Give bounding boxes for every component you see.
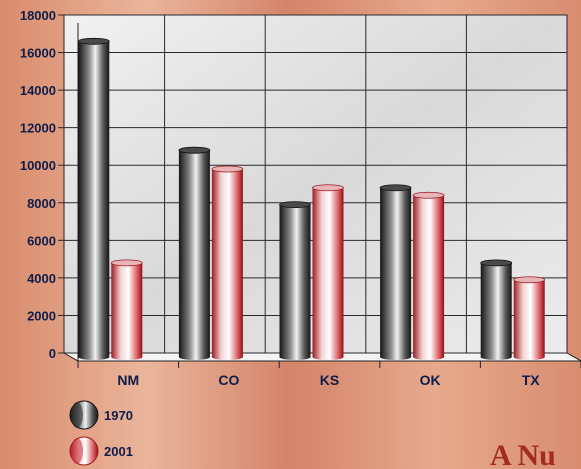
corner-text: A Nu (490, 439, 556, 469)
y-tick-label: 2000 (27, 308, 56, 323)
bar-2001-KS (312, 184, 344, 360)
y-tick-label: 8000 (27, 196, 56, 211)
bar-top (77, 37, 110, 45)
x-tick-label: KS (320, 372, 339, 388)
y-tick-label: 10000 (20, 158, 56, 173)
bar-2001-TX (513, 276, 546, 360)
bar-top (110, 259, 143, 267)
bar-top (178, 146, 211, 154)
axes: 0 2000 4000 6000 8000 10000 12000 14000 16000 180… (20, 8, 581, 388)
y-tick-label: 18000 (20, 8, 56, 23)
x-tick-label: NM (117, 372, 139, 388)
bar-body (178, 150, 210, 357)
bar-2001-NM (110, 259, 143, 360)
bar-top (480, 259, 513, 267)
bar-top (312, 184, 344, 192)
bar-base (78, 354, 110, 360)
bar-top (412, 191, 445, 199)
bar-base (480, 354, 512, 360)
y-tick-label: 4000 (27, 271, 56, 286)
bar-2001-OK (412, 191, 445, 360)
bar-body (312, 187, 344, 357)
bar-1970-KS (279, 201, 311, 360)
legend-swatch-cap (71, 402, 83, 428)
bar-top (211, 165, 244, 173)
bar-body (111, 262, 143, 357)
bar-base (513, 354, 545, 360)
bar-base (279, 354, 311, 360)
bar-top (513, 276, 546, 284)
legend: 1970 2001 (69, 400, 133, 466)
bar-body (413, 195, 445, 357)
bar-base (111, 354, 143, 360)
y-tick-label: 6000 (27, 233, 56, 248)
x-tick-label: OK (420, 372, 441, 388)
x-tick-label: TX (522, 372, 541, 388)
y-tick-label: 0 (49, 346, 56, 361)
legend-swatch-cap (71, 438, 83, 464)
bar-body (78, 41, 110, 358)
y-tick-label: 16000 (20, 46, 56, 61)
bar-body (513, 279, 545, 357)
y-tick-label: 14000 (20, 83, 56, 98)
bar-base (312, 354, 344, 360)
legend-item-2001: 2001 (69, 436, 133, 466)
y-tick-label: 12000 (20, 121, 56, 136)
x-tick-label: CO (218, 372, 239, 388)
bar-body (480, 262, 512, 357)
bar-base (380, 354, 412, 360)
bar-top (379, 184, 412, 192)
bar-top (279, 201, 311, 209)
legend-label: 1970 (104, 408, 133, 423)
bar-1970-TX (480, 259, 513, 360)
bar-2001-CO (211, 165, 244, 360)
bar-1970-OK (379, 184, 412, 360)
bar-body (279, 204, 311, 357)
bar-base (413, 354, 445, 360)
bar-base (178, 354, 210, 360)
legend-item-1970: 1970 (69, 400, 133, 430)
bar-body (380, 187, 412, 357)
bar-1970-CO (178, 146, 211, 360)
bar-base (211, 354, 243, 360)
bars (77, 37, 546, 360)
legend-label: 2001 (104, 444, 133, 459)
bar-body (211, 168, 243, 357)
bar-1970-NM (77, 37, 110, 360)
